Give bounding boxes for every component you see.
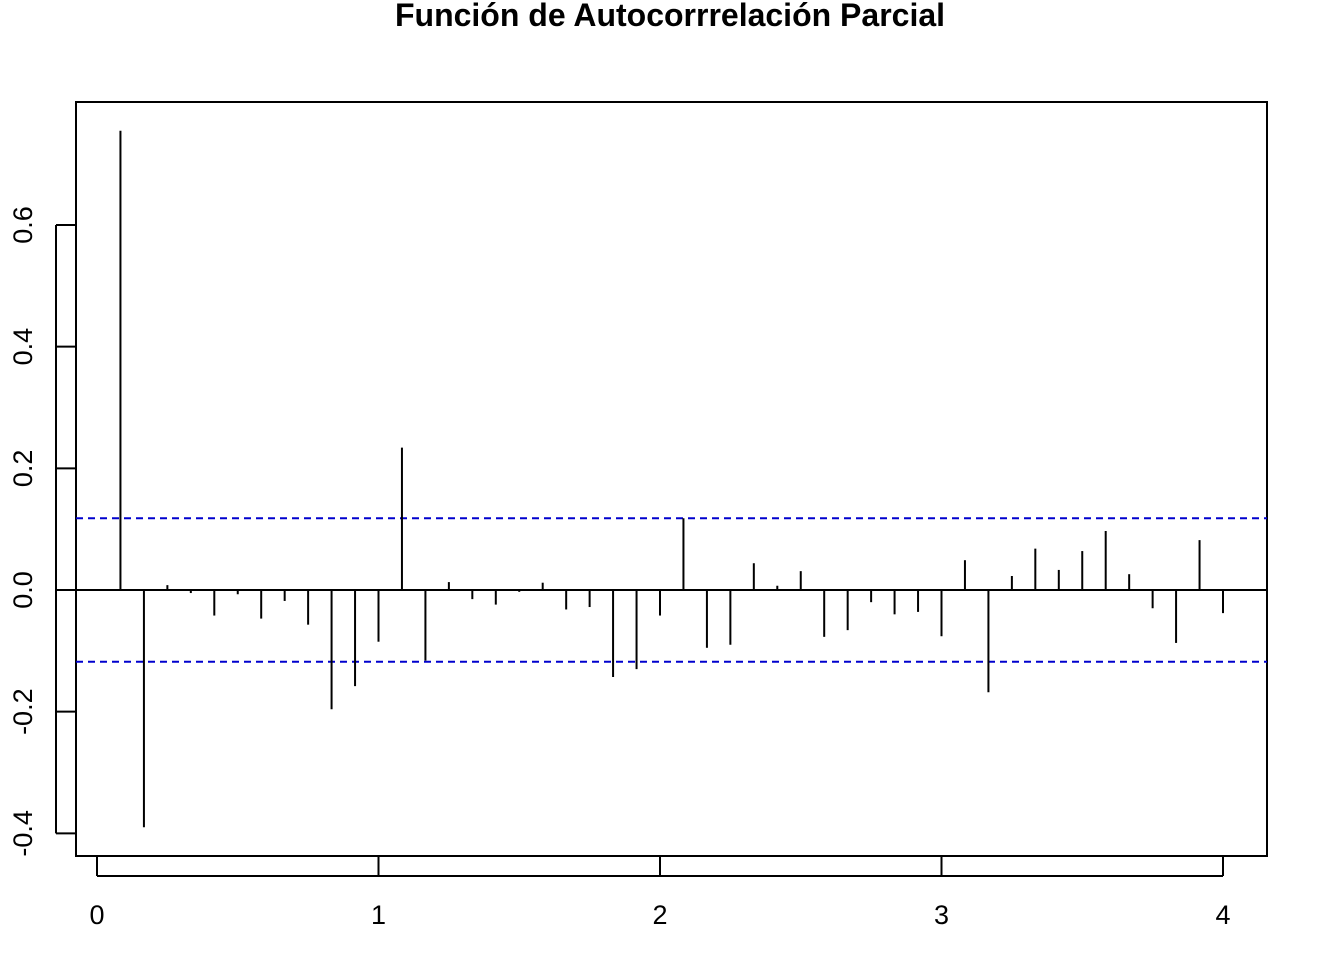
x-tick-label: 3: [934, 900, 949, 930]
y-tick-label: -0.4: [8, 810, 38, 857]
y-tick-label: 0.2: [8, 450, 38, 488]
chart-title: Función de Autocorrrelación Parcial: [395, 0, 945, 33]
plot-frame: [75, 101, 1268, 857]
y-tick-label: 0.4: [8, 328, 38, 366]
x-tick-label: 1: [371, 900, 386, 930]
y-axis: -0.4 -0.2 0.0 0.2 0.4 0.6: [8, 206, 76, 857]
y-tick-label: -0.2: [8, 688, 38, 735]
pacf-bars: [119, 130, 1224, 828]
x-tick-label: 2: [652, 900, 667, 930]
x-axis: 0 1 2 3 4: [89, 856, 1231, 930]
x-tick-label: 4: [1215, 900, 1230, 930]
y-tick-label: 0.0: [8, 571, 38, 609]
y-tick-label: 0.6: [8, 206, 38, 244]
x-tick-label: 0: [89, 900, 104, 930]
confidence-bounds: [76, 517, 1267, 663]
